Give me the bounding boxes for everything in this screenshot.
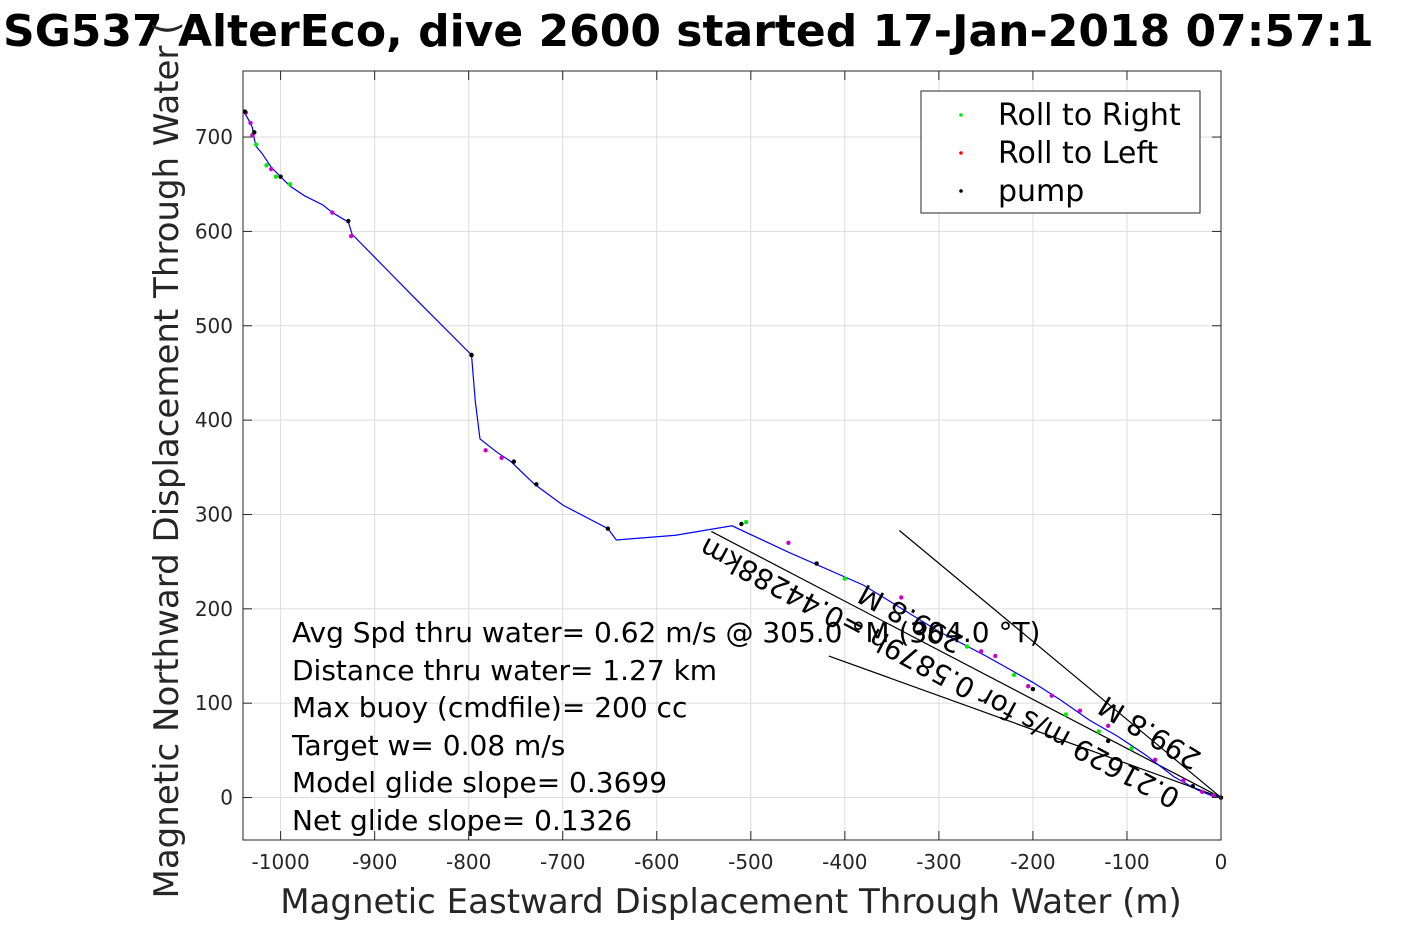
x-tick-label: -1000: [252, 850, 310, 874]
legend-marker-roll-right: [959, 113, 963, 117]
legend-box: [920, 90, 1201, 214]
pump-point: [346, 218, 351, 224]
roll-right-point: [1129, 746, 1134, 751]
guide-lines: [711, 530, 1222, 799]
pump-point: [1190, 784, 1195, 789]
legend-label-roll-right: Roll to Right: [998, 98, 1181, 133]
roll-left-point: [1199, 789, 1205, 795]
x-ticks: -1000 -900 -800 -700 -600 -500 -400 -300 -200 -10…: [252, 71, 1228, 874]
x-tick-label: -300: [916, 850, 961, 874]
annotation-max-buoy: Max buoy (cmdfile)= 200 cc: [292, 691, 687, 724]
pump-point: [1030, 686, 1036, 692]
roll-right-point: [287, 182, 293, 187]
roll-right-point: [273, 174, 279, 179]
annotation-block: Avg Spd thru water= 0.62 m/s @ 305.0 °M …: [291, 616, 1040, 837]
guide-line: [828, 655, 1222, 799]
y-tick-label: 700: [195, 125, 233, 149]
annotation-model-glide: Model glide slope= 0.3699: [292, 766, 667, 799]
plot-frame: [242, 70, 1222, 841]
y-tick-label: 500: [195, 314, 233, 338]
roll-left-point: [483, 448, 488, 453]
roll-left-point: [330, 210, 335, 215]
y-tick-label: 200: [195, 597, 233, 621]
pump-point: [469, 352, 474, 358]
annotation-target-w: Target w= 0.08 m/s: [291, 729, 565, 762]
roll-right-point: [1063, 712, 1069, 717]
y-tick-label: 600: [195, 219, 233, 243]
roll-left-point: [499, 455, 504, 461]
roll-left-point: [993, 653, 998, 659]
roll-right-point: [253, 142, 259, 147]
roll-right-point: [1011, 672, 1017, 678]
pump-point: [534, 482, 539, 487]
guide-line: [711, 530, 1222, 799]
y-tick-label: 0: [220, 786, 233, 810]
pump-point: [739, 521, 744, 527]
roll-right-point: [743, 519, 749, 525]
roll-right-point: [842, 576, 848, 581]
y-tick-label: 400: [195, 408, 233, 432]
pump-point: [814, 561, 819, 566]
y-axis-label: Magnetic Northward Displacement Through …: [147, 22, 187, 899]
chart-title: SG537 AlterEco, dive 2600 started 17-Jan…: [3, 6, 1374, 57]
x-tick-label: -800: [446, 850, 491, 874]
x-tick-label: -100: [1104, 850, 1149, 874]
x-axis-label: Magnetic Eastward Displacement Through W…: [280, 882, 1182, 922]
pump-point: [511, 459, 517, 464]
roll-left-point: [979, 649, 984, 654]
roll-right-point: [264, 163, 269, 168]
roll-left-point: [1211, 793, 1216, 798]
x-tick-label: -400: [822, 850, 867, 874]
y-tick-label: 100: [195, 691, 233, 715]
roll-right-point: [1096, 729, 1101, 734]
roll-left-point: [1049, 693, 1054, 698]
track-group: [242, 110, 1222, 799]
pump-point: [242, 109, 248, 114]
annotation-avg-speed: Avg Spd thru water= 0.62 m/s @ 305.0 °M …: [292, 616, 1040, 649]
roll-left-point: [248, 120, 253, 126]
x-tick-label: -900: [352, 850, 397, 874]
roll-left-point: [1181, 778, 1186, 783]
legend-label-roll-left: Roll to Left: [998, 136, 1158, 171]
legend-label-pump: pump: [998, 174, 1084, 209]
x-tick-label: 0: [1215, 850, 1228, 874]
track-line: [242, 110, 1222, 799]
pump-point: [252, 130, 257, 135]
points-group: [242, 109, 1224, 800]
roll-left-point: [899, 595, 904, 600]
roll-left-point: [348, 233, 354, 239]
x-tick-label: -500: [728, 850, 773, 874]
legend-marker-roll-left: [959, 151, 963, 155]
y-ticks: 0 100 200 300 400 500 600 700: [195, 125, 1221, 810]
x-tick-label: -600: [634, 850, 679, 874]
roll-right-point: [964, 644, 970, 649]
y-tick-label: 300: [195, 502, 233, 526]
x-tick-label: -200: [1010, 850, 1055, 874]
roll-left-point: [1105, 723, 1111, 729]
annotation-net-glide: Net glide slope= 0.1326: [292, 804, 632, 837]
roll-left-point: [786, 540, 791, 545]
legend-marker-pump: [959, 189, 963, 193]
x-tick-label: -700: [540, 850, 585, 874]
pump-point: [1105, 738, 1111, 744]
roll-left-point: [1077, 708, 1083, 713]
legend: Roll to Right Roll to Left pump: [920, 90, 1201, 214]
pump-point: [278, 174, 283, 179]
guide-line: [899, 530, 1222, 799]
pump-point: [605, 526, 611, 531]
annotation-distance: Distance thru water= 1.27 km: [292, 654, 717, 687]
roll-left-point: [269, 166, 274, 172]
roll-left-point: [1152, 757, 1158, 762]
roll-left-point: [1026, 684, 1031, 689]
